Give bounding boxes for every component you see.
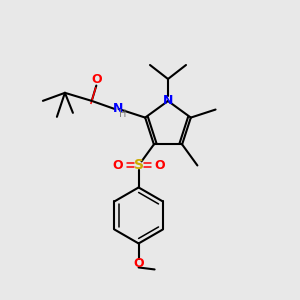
Text: O: O (154, 159, 165, 172)
Text: H: H (119, 109, 126, 119)
Text: S: S (134, 158, 144, 172)
Text: N: N (163, 94, 173, 107)
Text: N: N (113, 102, 124, 116)
Text: O: O (133, 257, 144, 270)
Text: O: O (91, 73, 102, 86)
Text: O: O (112, 159, 123, 172)
